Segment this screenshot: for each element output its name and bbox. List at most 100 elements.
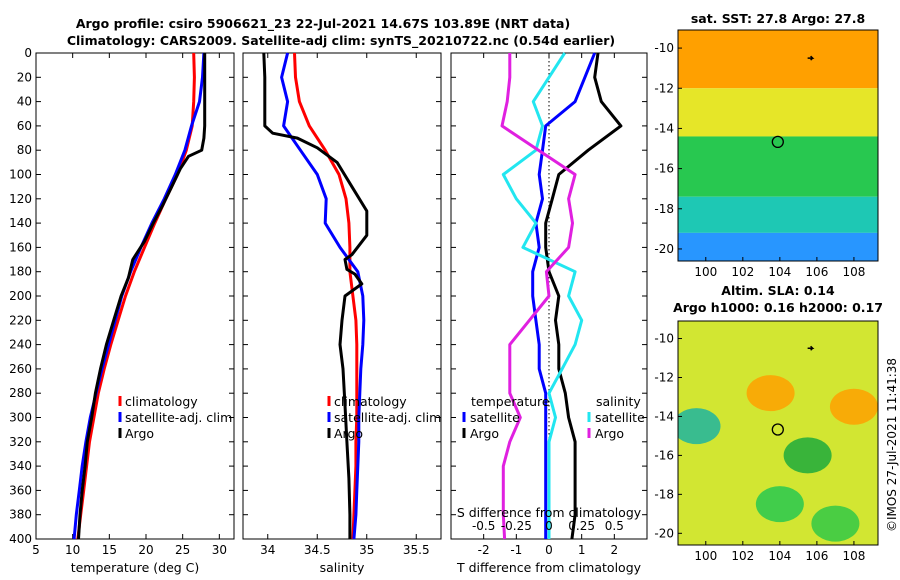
sla-map-arrow-icon <box>807 345 815 351</box>
sla-map-ytick-label: -18 <box>654 487 674 501</box>
temperature-xtick-label: 20 <box>138 543 153 557</box>
sla-map-anomaly-blob <box>783 437 832 474</box>
salinity-series-argo <box>262 52 369 539</box>
difference-legend-temperature-label: Argo <box>470 426 499 441</box>
temperature-ytick-label: 100 <box>9 168 32 182</box>
difference-legend-salinity-label: salinity <box>596 394 641 409</box>
sla-map-argo-position-marker <box>771 423 784 436</box>
sla-map-subtitle: Argo h1000: 0.16 h2000: 0.17 <box>673 300 883 315</box>
difference-x2label: S difference from climatology <box>457 505 642 520</box>
sst-map-color-band <box>678 30 878 89</box>
temperature-xtick-label: 10 <box>65 543 80 557</box>
salinity-series-satellite-adj-clim <box>280 52 366 540</box>
difference-xlabel: T difference from climatology <box>456 560 642 575</box>
sla-map-anomaly-blob <box>829 388 878 425</box>
salinity-legend-label: Argo <box>334 426 363 441</box>
sla-map-xtick-label: 104 <box>768 549 791 563</box>
credit-text: ©IMOS 27-Jul-2021 11:41:38 <box>885 358 899 532</box>
figure-title-line2: Climatology: CARS2009. Satellite-adj cli… <box>67 33 615 49</box>
difference-legend-temperature-label: temperature <box>471 394 550 409</box>
difference-series-salinity-argo <box>500 53 577 540</box>
difference-series-salinity-satellite <box>501 52 584 539</box>
difference-x2tick-label: 0.5 <box>605 519 624 533</box>
temperature-xtick-label: 15 <box>102 543 117 557</box>
sla-map-anomaly-blob <box>755 486 804 523</box>
sla-map-ytick-label: -12 <box>654 370 674 384</box>
temperature-xtick-label: 5 <box>32 543 40 557</box>
sla-map-frame <box>677 320 879 546</box>
difference-xtick-label: 0 <box>545 543 553 557</box>
temperature-ytick-label: 180 <box>9 265 32 279</box>
salinity-xtick-label: 34.5 <box>304 543 331 557</box>
difference-xtick-label: 2 <box>611 543 619 557</box>
sla-map-anomaly-blob <box>678 408 721 445</box>
sst-map-ytick-label: -10 <box>654 41 674 55</box>
difference-legend-temperature-label: satellite <box>470 410 520 425</box>
sst-map-ytick-label: -16 <box>654 162 674 176</box>
temperature-ytick-label: 20 <box>17 70 32 84</box>
temperature-ytick-label: 140 <box>9 216 32 230</box>
figure-title-line1: Argo profile: csiro 5906621_23 22-Jul-20… <box>76 16 570 32</box>
sst-map-xtick-label: 106 <box>805 265 828 279</box>
sla-map-xtick-label: 100 <box>694 549 717 563</box>
temperature-xtick-label: 25 <box>175 543 190 557</box>
difference-x2tick-label: 0 <box>545 519 553 533</box>
temperature-ytick-label: 0 <box>24 46 32 60</box>
temperature-ytick-label: 220 <box>9 313 32 327</box>
difference-series-temperature-satellite <box>531 52 597 539</box>
temperature-ytick-label: 400 <box>9 532 32 546</box>
sst-map-title: sat. SST: 27.8 Argo: 27.8 <box>691 11 865 26</box>
salinity-xtick-label: 35 <box>359 543 374 557</box>
sst-map-field <box>678 30 878 261</box>
sst-map-xtick-label: 104 <box>768 265 791 279</box>
salinity-legend-label: climatology <box>334 394 407 409</box>
sst-map-argo-position-marker <box>771 135 784 149</box>
temperature-axes-frame <box>35 52 235 540</box>
temperature-ytick-label: 40 <box>17 95 32 109</box>
salinity-xtick-label: 34 <box>260 543 275 557</box>
temperature-ytick-label: 340 <box>9 459 32 473</box>
difference-x2tick-label: -0.25 <box>501 519 532 533</box>
difference-series-temperature-argo <box>544 52 623 540</box>
sla-map-ytick-label: -14 <box>654 409 674 423</box>
salinity-xlabel: salinity <box>320 560 365 575</box>
sst-map-color-band <box>678 232 878 261</box>
sst-map-xtick-label: 100 <box>694 265 717 279</box>
temperature-ytick-label: 120 <box>9 192 32 206</box>
temperature-legend-label: satellite-adj. clim <box>125 410 232 425</box>
difference-x2tick-label: -0.5 <box>472 519 495 533</box>
sst-map-color-band <box>678 88 878 137</box>
sla-map-ytick-label: -10 <box>654 332 674 346</box>
sst-map-ytick-label: -20 <box>654 242 674 256</box>
temperature-ytick-label: 160 <box>9 240 32 254</box>
difference-x2tick-label: 0.25 <box>568 519 595 533</box>
difference-xtick-label: -2 <box>478 543 490 557</box>
temperature-ytick-label: 360 <box>9 483 32 497</box>
temperature-ytick-label: 240 <box>9 338 32 352</box>
temperature-legend-label: Argo <box>125 426 154 441</box>
temperature-ytick-label: 60 <box>17 119 32 133</box>
sla-map-ytick-label: -16 <box>654 448 674 462</box>
temperature-ytick-label: 380 <box>9 508 32 522</box>
difference-xtick-label: 1 <box>578 543 586 557</box>
sst-map-xtick-label: 108 <box>842 265 865 279</box>
sst-map-color-band <box>678 196 878 233</box>
temperature-series-argo <box>77 53 207 540</box>
sla-map-panel: 100 102 104 106 108 -10 -12 -14 -16 -18 -20 <box>654 320 879 563</box>
salinity-series-climatology <box>293 52 359 540</box>
temperature-ytick-label: 260 <box>9 362 32 376</box>
sst-map-color-band <box>678 136 878 197</box>
temperature-legend-label: climatology <box>125 394 198 409</box>
salinity-axes-frame <box>242 52 442 540</box>
sla-map-xtick-label: 102 <box>731 549 754 563</box>
sst-map-xtick-label: 102 <box>731 265 754 279</box>
sst-map-panel: 100 102 104 106 108 -10 -12 -14 -16 -18 -20 <box>654 29 879 279</box>
temperature-ytick-label: 280 <box>9 386 32 400</box>
temperature-ytick-label: 320 <box>9 435 32 449</box>
difference-panel: -2 -1 0 1 2 T difference from climatology -0.5… <box>450 52 648 575</box>
salinity-legend-label: satellite-adj. clim <box>334 410 441 425</box>
sst-map-ytick-label: -14 <box>654 121 674 135</box>
sst-map-arrow-icon <box>807 55 815 61</box>
temperature-xlabel: temperature (deg C) <box>71 560 200 575</box>
